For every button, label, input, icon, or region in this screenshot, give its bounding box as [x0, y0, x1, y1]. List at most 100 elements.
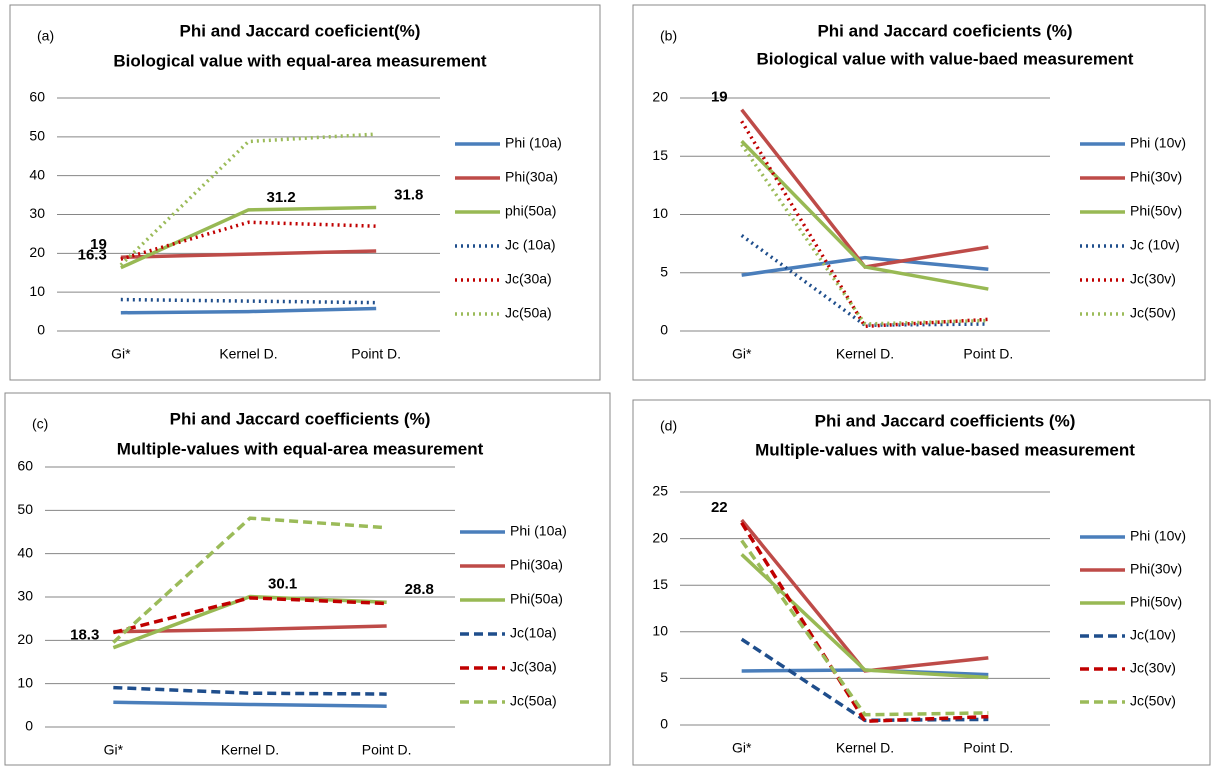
legend-label: Jc (10a): [505, 237, 556, 253]
series-line: [740, 518, 989, 673]
x-tick-label: Kernel D.: [219, 346, 277, 362]
data-label: 30.1: [268, 576, 297, 593]
x-tick-label: Gi*: [732, 740, 752, 756]
panel-label: (a): [37, 28, 54, 44]
legend-label: Jc(50a): [510, 693, 557, 709]
legend-label: Phi(50v): [1130, 203, 1182, 219]
legend-label: Phi (10a): [510, 523, 567, 539]
legend-label: Jc(50a): [505, 305, 552, 321]
series-line: [113, 685, 387, 696]
panel-label: (d): [660, 418, 677, 434]
legend-label: Phi (10v): [1130, 528, 1186, 544]
x-tick-label: Kernel D.: [221, 742, 279, 758]
data-label: 19: [711, 89, 728, 106]
series-line: [740, 139, 989, 291]
legend-label: Jc(30v): [1130, 660, 1176, 676]
series-line: [740, 120, 989, 329]
y-tick-label: 15: [652, 147, 668, 163]
chart-title: Phi and Jaccard coeficients (%): [817, 21, 1072, 40]
x-tick-label: Kernel D.: [836, 740, 894, 756]
legend-label: Phi (10v): [1130, 135, 1186, 151]
data-label: 22: [711, 499, 728, 516]
legend-label: Jc(10a): [510, 625, 557, 641]
y-tick-label: 30: [17, 588, 33, 604]
series-line: [119, 132, 377, 267]
chart-subtitle: Biological value with value-baed measure…: [757, 49, 1134, 68]
legend-label: Phi(30a): [505, 169, 558, 185]
y-tick-label: 20: [29, 244, 45, 260]
chart-title: Phi and Jaccard coefficients (%): [170, 409, 431, 428]
x-tick-label: Gi*: [732, 346, 752, 362]
y-tick-label: 20: [17, 631, 33, 647]
legend-label: Jc(10v): [1130, 627, 1176, 643]
series-line: [120, 220, 377, 261]
series-line: [740, 521, 989, 724]
y-tick-label: 10: [652, 205, 668, 221]
y-tick-label: 10: [17, 674, 33, 690]
chart-subtitle: Biological value with equal-area measure…: [113, 51, 487, 70]
series-line: [120, 249, 377, 259]
panel-label: (c): [32, 416, 48, 432]
y-tick-label: 20: [652, 529, 668, 545]
y-tick-label: 40: [17, 544, 33, 560]
y-tick-label: 5: [660, 669, 668, 685]
data-label: 31.2: [267, 189, 296, 206]
panel-label: (b): [660, 28, 677, 44]
series-line: [113, 700, 387, 708]
x-tick-label: Point D.: [351, 346, 401, 362]
y-tick-label: 0: [660, 322, 668, 338]
y-tick-label: 5: [660, 263, 668, 279]
legend-label: Phi(50v): [1130, 594, 1182, 610]
x-tick-label: Point D.: [963, 346, 1013, 362]
series-line: [741, 255, 989, 277]
series-line: [120, 205, 377, 270]
legend-label: Jc(50v): [1130, 693, 1176, 709]
y-tick-label: 10: [29, 283, 45, 299]
y-tick-label: 50: [29, 128, 45, 144]
series-line: [112, 596, 387, 635]
legend-label: Jc(30a): [510, 659, 557, 675]
data-label: 28.8: [405, 581, 434, 598]
legend-label: Phi(30v): [1130, 169, 1182, 185]
data-label: 31.8: [394, 186, 423, 203]
panel-frame: [632, 4, 1206, 381]
data-label: 18.3: [70, 627, 99, 644]
y-tick-label: 50: [17, 501, 33, 517]
y-tick-label: 60: [17, 458, 33, 474]
legend-label: Jc (10v): [1130, 237, 1180, 253]
x-tick-label: Gi*: [111, 346, 131, 362]
x-tick-label: Kernel D.: [836, 346, 894, 362]
series-line: [740, 143, 989, 326]
legend-label: Jc(30a): [505, 271, 552, 287]
legend-label: phi(50a): [505, 203, 556, 219]
y-tick-label: 40: [29, 166, 45, 182]
series-line: [740, 637, 989, 723]
chart-subtitle: Multiple-values with value-based measure…: [755, 440, 1135, 459]
legend-label: Phi(50a): [510, 591, 563, 607]
y-tick-label: 20: [652, 89, 668, 105]
y-tick-label: 60: [29, 89, 45, 105]
series-line: [740, 108, 989, 269]
series-line: [740, 553, 989, 680]
y-tick-label: 0: [25, 718, 33, 734]
y-tick-label: 10: [652, 623, 668, 639]
series-line: [112, 516, 387, 644]
series-line: [740, 539, 989, 717]
y-tick-label: 0: [37, 322, 45, 338]
x-tick-label: Point D.: [963, 740, 1013, 756]
y-tick-label: 0: [660, 716, 668, 732]
data-label: 19: [90, 236, 107, 253]
series-line: [120, 297, 377, 305]
panel-frame: [9, 4, 601, 381]
panel-frame: [632, 399, 1211, 766]
panel-frame: [4, 392, 611, 766]
x-tick-label: Point D.: [362, 742, 412, 758]
chart-title: Phi and Jaccard coefficients (%): [815, 411, 1076, 430]
chart-subtitle: Multiple-values with equal-area measurem…: [117, 439, 484, 458]
y-tick-label: 15: [652, 576, 668, 592]
data-label: 16.3: [78, 247, 107, 264]
legend-label: Jc(50v): [1130, 305, 1176, 321]
chart-title: Phi and Jaccard coeficient(%): [180, 21, 421, 40]
y-tick-label: 25: [652, 483, 668, 499]
